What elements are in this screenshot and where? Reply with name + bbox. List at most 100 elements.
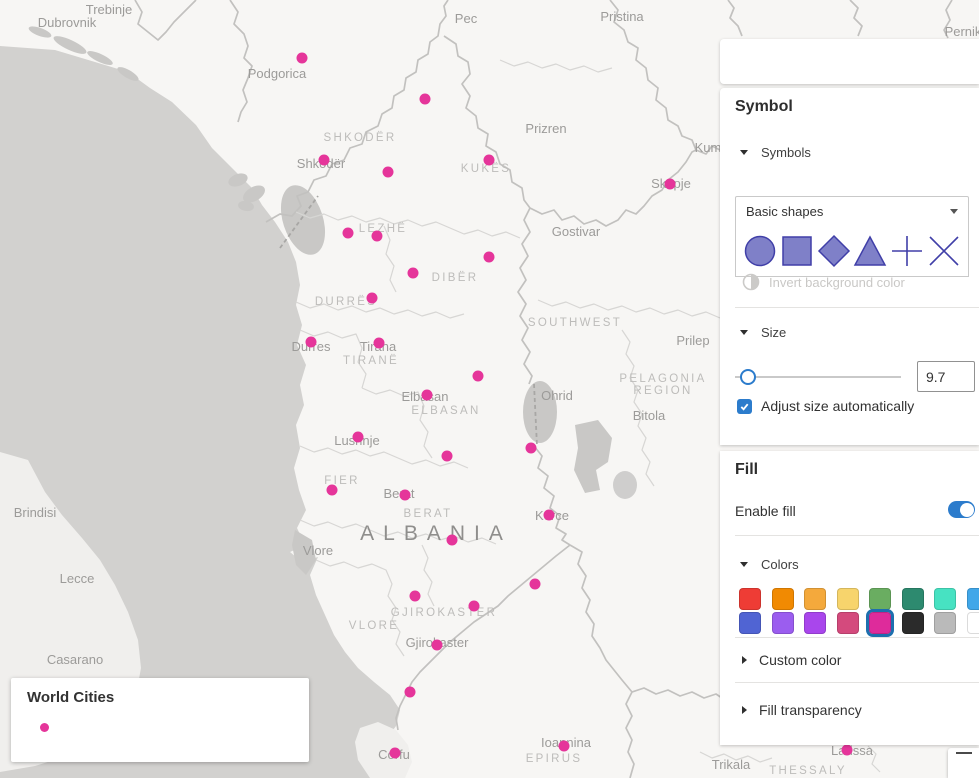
city-dot[interactable] (525, 442, 537, 454)
city-dot[interactable] (841, 744, 853, 756)
size-input[interactable] (917, 361, 975, 392)
colors-section-toggle[interactable]: Colors (740, 557, 799, 572)
custom-color-label: Custom color (759, 652, 842, 668)
size-section-toggle[interactable]: Size (740, 325, 786, 340)
fill-transparency-toggle[interactable]: Fill transparency (742, 702, 862, 718)
city-dot[interactable] (382, 166, 394, 178)
city-dot[interactable] (366, 292, 378, 304)
divider (735, 682, 979, 683)
fill-section-card: Fill Enable fill Colors Custom color (720, 451, 979, 745)
color-swatch[interactable] (739, 588, 761, 610)
size-slider-handle[interactable] (740, 369, 756, 385)
city-dot[interactable] (483, 251, 495, 263)
city-label: Casarano (47, 652, 103, 667)
city-dot[interactable] (558, 740, 570, 752)
legend-title: World Cities (27, 689, 115, 706)
city-label: Dubrovnik (38, 15, 97, 30)
cross-shape-option[interactable] (926, 233, 962, 269)
city-dot[interactable] (543, 509, 555, 521)
city-dot[interactable] (468, 600, 480, 612)
city-dot[interactable] (389, 747, 401, 759)
city-dot[interactable] (419, 93, 431, 105)
chevron-down-icon (740, 330, 748, 335)
region-label: EPIRUS (526, 753, 583, 765)
color-swatch[interactable] (934, 588, 956, 610)
color-swatch[interactable] (836, 612, 859, 634)
color-swatch[interactable] (771, 612, 794, 634)
region-label: TIRANË (343, 355, 399, 367)
size-slider-track[interactable] (735, 376, 901, 378)
custom-color-toggle[interactable]: Custom color (742, 652, 841, 668)
shape-picker (735, 226, 969, 277)
city-dot[interactable] (407, 267, 419, 279)
region-label: ALBANIA (360, 522, 512, 545)
city-dot[interactable] (371, 230, 383, 242)
city-dot[interactable] (472, 370, 484, 382)
city-dot[interactable] (352, 431, 364, 443)
circle-shape-option[interactable] (742, 233, 778, 269)
city-dot[interactable] (404, 686, 416, 698)
map-zoom-out-button[interactable] (948, 748, 979, 778)
city-label: Trebinje (86, 2, 132, 17)
region-label: VLORE (349, 620, 400, 632)
adjust-size-checkbox[interactable] (737, 398, 752, 414)
city-dot[interactable] (296, 52, 308, 64)
color-swatch[interactable] (739, 612, 761, 634)
size-slider-row (720, 358, 979, 398)
color-swatch[interactable] (804, 588, 826, 610)
cross-icon (929, 236, 959, 266)
city-label: Pernik (945, 24, 979, 39)
plus-shape-option[interactable] (889, 233, 925, 269)
city-dot[interactable] (318, 154, 330, 166)
color-swatch[interactable] (804, 612, 826, 634)
city-dot[interactable] (431, 639, 443, 651)
enable-fill-toggle[interactable] (948, 501, 975, 518)
color-swatch[interactable] (836, 588, 859, 610)
city-dot[interactable] (342, 227, 354, 239)
divider (735, 535, 979, 536)
symbols-section-toggle[interactable]: Symbols (740, 145, 811, 160)
shape-set-select[interactable]: Basic shapes (735, 196, 969, 227)
triangle-shape-option[interactable] (852, 233, 888, 269)
color-swatch[interactable] (771, 588, 794, 610)
map-corfu-island (355, 722, 412, 778)
city-dot[interactable] (446, 534, 458, 546)
colors-section-label: Colors (761, 557, 799, 572)
city-label: Pec (455, 11, 478, 26)
color-swatch[interactable] (866, 609, 894, 637)
region-label: THESSALY (769, 765, 847, 777)
city-label: Lecce (60, 571, 95, 586)
city-dot[interactable] (326, 484, 338, 496)
color-swatch[interactable] (966, 612, 979, 634)
enable-fill-row: Enable fill (735, 501, 975, 521)
color-swatch[interactable] (966, 588, 979, 610)
style-panel-header-card (720, 39, 979, 84)
city-dot[interactable] (421, 389, 433, 401)
color-swatch[interactable] (869, 588, 891, 610)
city-dot[interactable] (373, 337, 385, 349)
square-shape-option[interactable] (779, 233, 815, 269)
invert-color-icon (742, 273, 760, 291)
region-label: PELAGONIA (619, 373, 706, 385)
symbol-section-title: Symbol (735, 98, 793, 115)
region-label: DIBËR (432, 272, 479, 284)
city-label: Brindisi (14, 505, 57, 520)
city-label: Prizren (525, 121, 566, 136)
color-swatch[interactable] (934, 612, 956, 634)
city-dot[interactable] (409, 590, 421, 602)
city-label: Pristina (600, 9, 644, 24)
city-dot[interactable] (664, 178, 676, 190)
color-swatch[interactable] (901, 588, 924, 610)
divider (735, 637, 979, 638)
chevron-down-icon (950, 209, 958, 214)
city-dot[interactable] (483, 154, 495, 166)
city-dot[interactable] (305, 336, 317, 348)
city-dot[interactable] (529, 578, 541, 590)
city-dot[interactable] (399, 489, 411, 501)
shape-set-value: Basic shapes (746, 204, 824, 219)
adjust-size-row: Adjust size automatically (737, 398, 914, 414)
city-dot[interactable] (441, 450, 453, 462)
city-label: Vlore (303, 543, 333, 558)
color-swatch[interactable] (901, 612, 924, 634)
diamond-shape-option[interactable] (816, 233, 852, 269)
